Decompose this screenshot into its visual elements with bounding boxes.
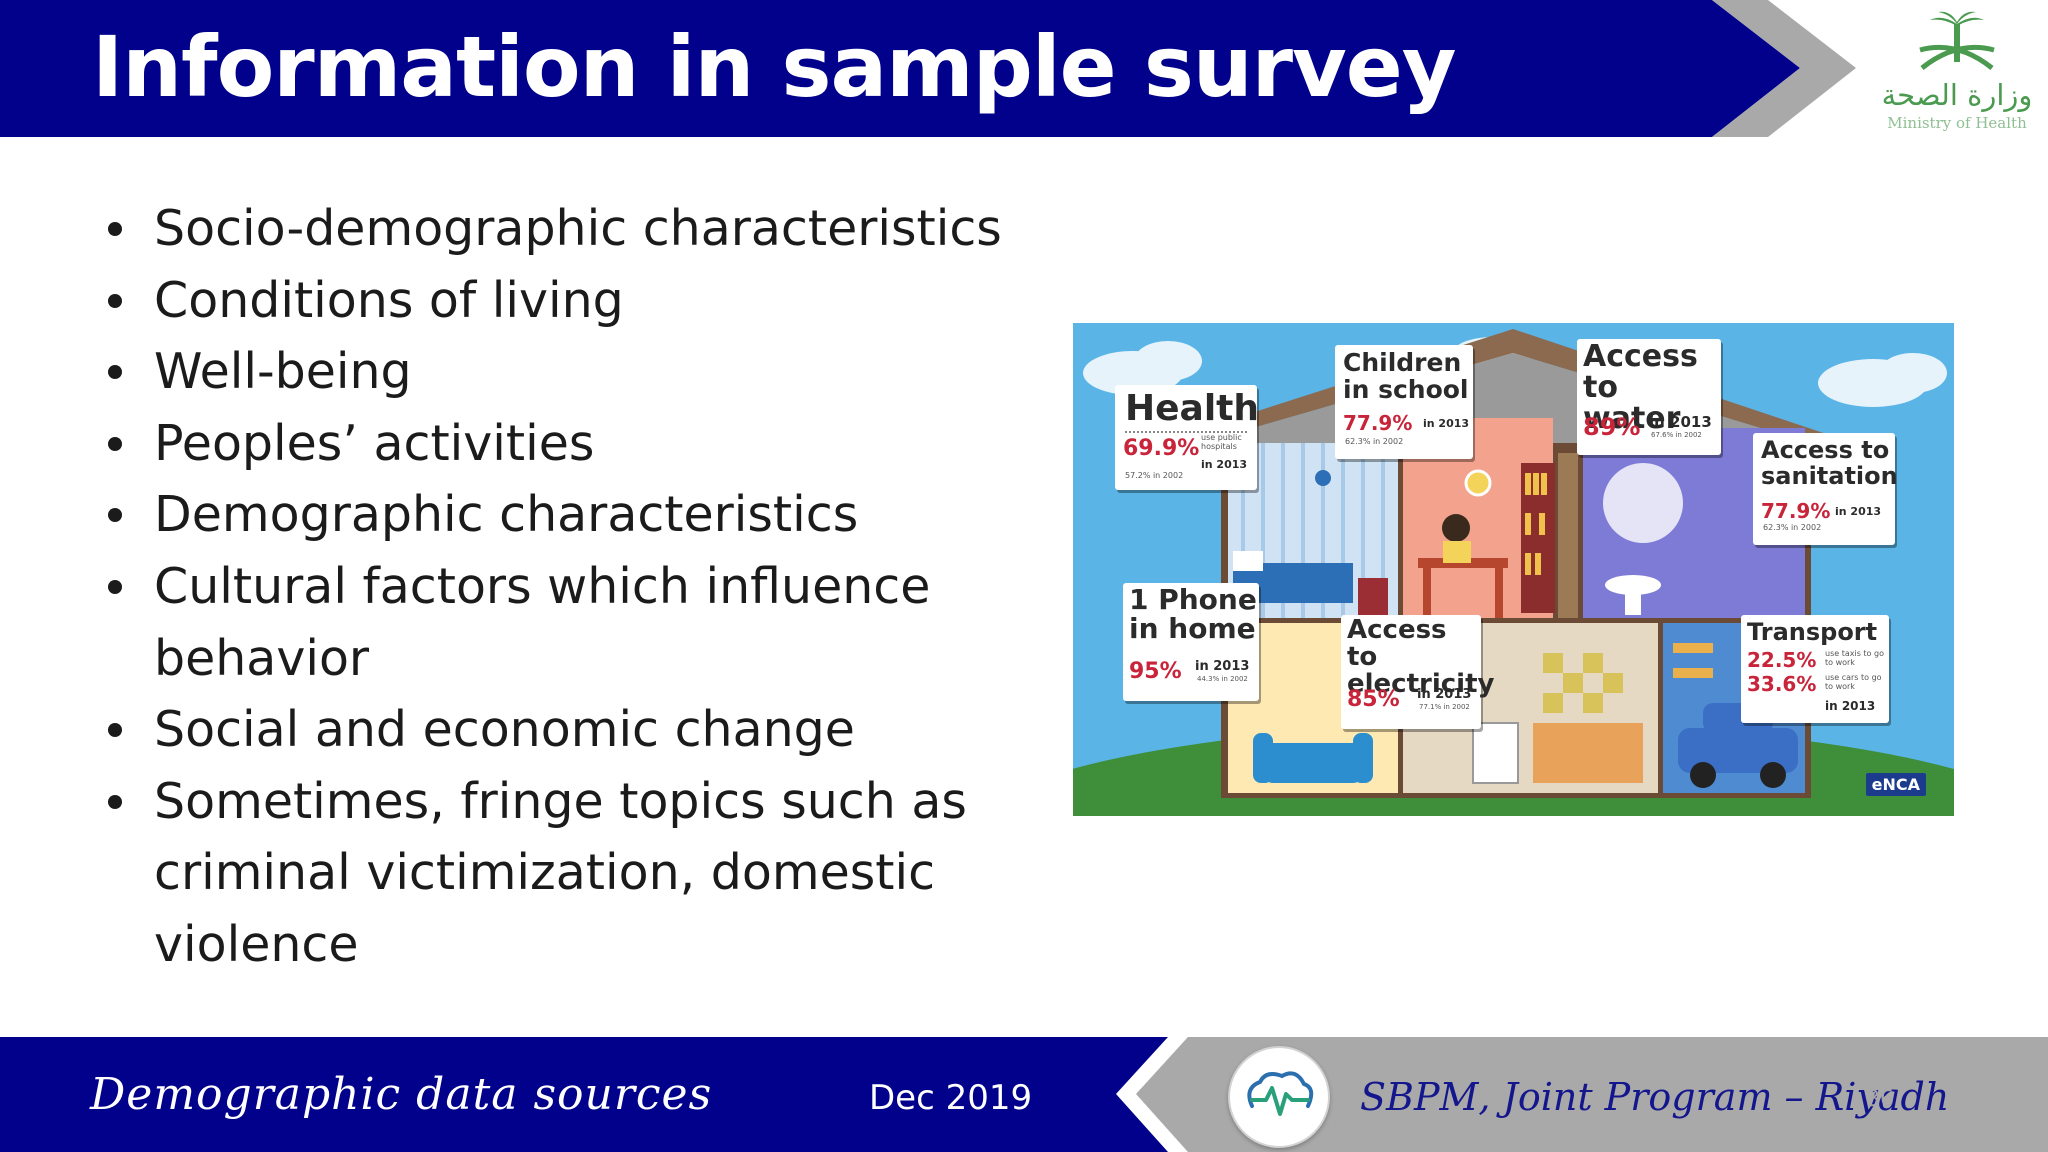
school-title: Children in school [1343,348,1469,404]
bullet-dot [108,222,122,236]
water-pct: 89% [1583,413,1641,441]
house-infographic: Health 69.9% use public hospitals in 201… [1073,323,1954,816]
water-year: in 2013 [1649,413,1712,431]
sanitation-title: Access to sanitation [1761,436,1898,490]
bullet-dot [108,723,122,738]
palm-swords-logo-icon [1919,11,1995,70]
bullet-text: Socio-demographic characteristics [154,200,1002,257]
school-prev: 62.3% in 2002 [1345,437,1404,446]
electricity-year: in 2013 [1417,687,1472,702]
electricity-prev: 77.1% in 2002 [1419,703,1470,711]
bullet-text: Peoples’ activities [154,414,595,472]
transport-year: in 2013 [1825,699,1876,713]
water-prev: 67.6% in 2002 [1651,431,1702,439]
transport-note-1: use taxis to go to work [1825,649,1884,667]
health-note: use public hospitals [1201,433,1242,451]
bullet-item: Well-being [100,336,1030,408]
footer-date: Dec 2019 [869,1078,1033,1118]
heartbeat-logo-icon [1247,1071,1314,1116]
bullet-list: Socio-demographic characteristics Condit… [100,193,1030,981]
footer-chevron-icon [1116,1037,1188,1152]
enca-logo: eNCA [1865,773,1926,796]
health-pct: 69.9% [1123,436,1200,461]
ministry-logo: وزارة الصحة Ministry of Health [1872,10,2042,132]
slide-title: Information in sample survey [92,18,1457,116]
logo-arabic-text: وزارة الصحة [1881,78,2033,112]
bullet-dot [108,365,122,380]
bullet-text: Well-being [154,343,412,401]
bullet-dot [108,293,122,308]
bullet-item: Sometimes, fringe topics such as crimina… [100,766,984,981]
health-prev: 57.2% in 2002 [1125,471,1184,480]
bullet-item: Peoples’ activities [100,408,1030,480]
transport-note-2: use cars to go to work [1825,673,1882,691]
sbpm-logo [1228,1046,1330,1148]
electricity-title: Access to electricity [1347,615,1495,699]
logo-english-text: Ministry of Health [1887,114,2027,132]
water-title: Access to water [1583,339,1698,436]
school-year: in 2013 [1423,417,1470,430]
phone-year: in 2013 [1195,659,1250,674]
footer-program: SBPM, Joint Program – Riyadh [1360,1075,1950,1119]
bullet-text: Sometimes, fringe topics such as crimina… [154,772,967,973]
health-title: Health [1125,388,1260,429]
health-year: in 2013 [1201,458,1248,471]
transport-pct-1: 22.5% [1747,648,1817,672]
health-card: Health 69.9% use public hospitals in 201… [1115,385,1260,490]
sanitation-card: Access to sanitation 77.9% in 2013 62.3%… [1753,433,1898,545]
bullet-item: Conditions of living [100,265,1030,337]
bullet-dot [108,436,122,451]
bullet-dot [108,508,122,523]
school-card: Children in school 77.9% in 2013 62.3% i… [1335,345,1473,459]
transport-pct-2: 33.6% [1747,672,1817,696]
bullet-item: Social and economic change [100,694,1030,766]
water-card: Access to water 89% in 2013 67.6% in 200… [1577,339,1721,455]
phone-title: 1 Phone in home [1129,583,1257,645]
bullet-dot [108,579,122,594]
bullet-dot [108,794,122,809]
bullet-text: Cultural factors which influence behavio… [154,557,931,687]
page-number: 36 [1866,1087,1894,1112]
bullet-item: Cultural factors which influence behavio… [100,551,954,694]
sanitation-prev: 62.3% in 2002 [1763,523,1822,532]
bullet-text: Conditions of living [154,271,624,329]
bullet-text: Demographic characteristics [154,486,859,544]
footer-band [0,1037,2048,1152]
bullet-item: Demographic characteristics [100,479,1030,551]
electricity-card: Access to electricity 85% in 2013 77.1% … [1341,615,1495,729]
sanitation-pct: 77.9% [1761,499,1831,523]
footer-title: Demographic data sources [90,1069,713,1120]
bullet-text: Social and economic change [154,701,855,759]
transport-title: Transport [1747,618,1878,646]
phone-pct: 95% [1129,659,1182,684]
school-pct: 77.9% [1343,411,1413,435]
header-band [0,0,1856,137]
electricity-pct: 85% [1347,687,1400,712]
header-chevron-icon [1712,0,1856,137]
phone-card: 1 Phone in home 95% in 2013 44.3% in 200… [1123,583,1259,701]
transport-card: Transport 22.5% use taxis to go to work … [1741,615,1889,723]
sanitation-year: in 2013 [1835,505,1882,518]
bullet-item: Socio-demographic characteristics [100,193,1030,265]
phone-prev: 44.3% in 2002 [1197,675,1248,683]
